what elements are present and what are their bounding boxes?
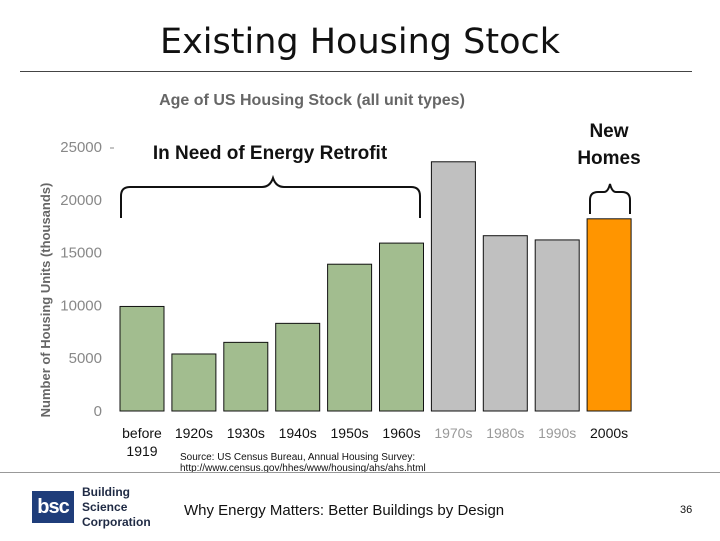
bar-3 — [275, 322, 321, 412]
x-tick-label: 1950s — [331, 425, 369, 441]
bar-2 — [223, 341, 269, 412]
logo-line-1: Building — [82, 485, 130, 499]
y-tick-label: 20000 — [60, 192, 102, 209]
y-tick-label: 10000 — [60, 297, 102, 314]
retrofit-annotation: In Need of Energy Retrofit — [153, 143, 388, 164]
x-tick-label: 1980s — [486, 425, 524, 441]
bar-8 — [534, 239, 580, 412]
source-note-line2: http://www.census.gov/hhes/www/housing/a… — [180, 463, 426, 472]
x-tick-label: 2000s — [590, 425, 628, 441]
retrofit-brace — [120, 174, 421, 218]
x-tick-label: 1990s — [538, 425, 576, 441]
y-tick-label: 0 — [94, 403, 102, 420]
logo-mark: bsc — [32, 491, 74, 523]
chart-title: Age of US Housing Stock (all unit types) — [159, 92, 465, 109]
bar-9 — [586, 218, 632, 412]
bar-6 — [430, 161, 476, 412]
bar-0 — [119, 305, 165, 412]
slide-title: Existing Housing Stock — [159, 22, 561, 62]
footer-text: Why Energy Matters: Better Buildings by … — [184, 502, 505, 519]
x-axis-ticks: before 1919 1920s 1930s 1940s 1950s 1960s 1970s… — [122, 425, 628, 459]
x-tick-label: 1940s — [279, 425, 317, 441]
new-homes-annotation-line2: Homes — [577, 148, 640, 169]
x-tick-label: 1970s — [434, 425, 472, 441]
bar-4 — [327, 263, 373, 412]
bar-series — [119, 161, 632, 412]
x-tick-label: 1920s — [175, 425, 213, 441]
y-tick-label: 5000 — [69, 350, 102, 367]
x-tick-label: before — [122, 425, 162, 441]
logo-line-2: Science — [82, 500, 128, 514]
x-tick-label-line2: 1919 — [126, 443, 157, 459]
bar-chart: Age of US Housing Stock (all unit types)… — [38, 92, 641, 472]
title-divider — [20, 71, 692, 72]
y-axis-ticks: 0 5000 10000 15000 20000 25000 — [60, 139, 114, 420]
bsc-logo: bsc Building Science Corporation — [32, 485, 162, 529]
slide-footer: bsc Building Science Corporation Why Ene… — [0, 472, 720, 541]
bar-5 — [379, 242, 424, 412]
y-tick-label: 15000 — [60, 245, 102, 262]
logo-line-3: Corporation — [82, 515, 151, 529]
y-axis-label: Number of Housing Units (thousands) — [38, 183, 53, 418]
bar-1 — [171, 353, 217, 412]
x-tick-label: 1930s — [227, 425, 265, 441]
y-tick-label: 25000 — [60, 139, 102, 156]
new-homes-annotation-line1: New — [589, 121, 628, 142]
page-number: 36 — [680, 504, 693, 516]
x-tick-label: 1960s — [382, 425, 420, 441]
logo-wordmark: Building Science Corporation — [82, 485, 172, 530]
source-note-line1: Source: US Census Bureau, Annual Housing… — [180, 452, 415, 463]
bar-7 — [482, 235, 528, 412]
new-homes-brace — [589, 183, 631, 214]
